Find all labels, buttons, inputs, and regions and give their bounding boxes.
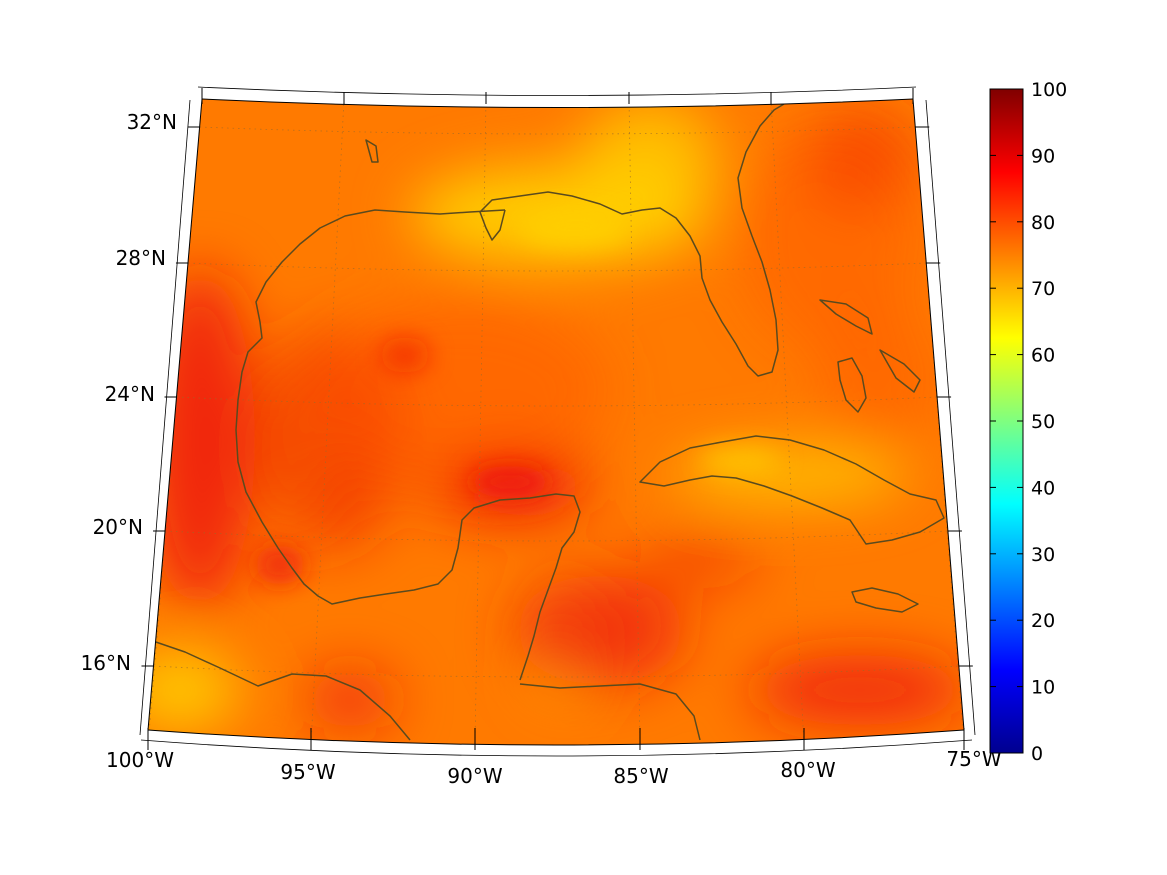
coast-jamaica: [851, 587, 919, 613]
colorbar-tick-label: 10: [1031, 677, 1055, 699]
lon-label-95w: 95°W: [280, 760, 335, 784]
lat-label-32n: 32°N: [127, 110, 177, 134]
graticule: [148, 99, 964, 745]
coast-bahamas-3: [879, 349, 921, 393]
map-frame: [139, 86, 976, 757]
colorbar-tick-label: 80: [1031, 212, 1055, 234]
colorbar-tick-label: 60: [1031, 345, 1055, 367]
lat-label-16n: 16°N: [81, 651, 131, 675]
colorbar-tick-label: 30: [1031, 544, 1055, 566]
coast-mexico-texas: [235, 209, 581, 681]
coastlines: [149, 103, 945, 741]
coast-bahamas-1: [837, 357, 867, 413]
colorbar-tick-label: 90: [1031, 145, 1055, 167]
coast-lake: [365, 139, 379, 163]
lat-label-28n: 28°N: [116, 246, 166, 270]
lon-label-90w: 90°W: [447, 764, 502, 788]
lon-label-85w: 85°W: [613, 764, 668, 788]
colorbar-tick-label: 100: [1031, 79, 1067, 101]
coast-bahamas-2: [819, 299, 873, 335]
latitude-labels: 32°N 28°N 24°N 20°N 16°N: [81, 110, 177, 675]
colorbar-labels: 0 10 20 30 40 50 60 70 80 90 100: [1031, 79, 1067, 765]
coast-central-america: [149, 639, 411, 741]
coast-louisiana-florida: [479, 103, 785, 377]
colorbar-tick-label: 0: [1031, 743, 1043, 765]
lon-label-100w: 100°W: [106, 748, 174, 772]
colorbar-tick-label: 40: [1031, 477, 1055, 499]
colorbar-tick-label: 70: [1031, 278, 1055, 300]
map-area: [148, 99, 964, 745]
lon-label-80w: 80°W: [780, 758, 835, 782]
colorbar-ticks: [990, 88, 1023, 754]
colorbar-tick-label: 50: [1031, 411, 1055, 433]
coast-honduras: [519, 683, 701, 741]
coast-cuba: [639, 435, 945, 545]
lat-label-24n: 24°N: [105, 382, 155, 406]
lat-label-20n: 20°N: [93, 515, 143, 539]
colorbar-tick-label: 20: [1031, 610, 1055, 632]
longitude-labels: 100°W 95°W 90°W 85°W 80°W 75°W: [106, 747, 1002, 788]
colorbar: 0 10 20 30 40 50 60 70 80 90 100: [989, 79, 1067, 765]
